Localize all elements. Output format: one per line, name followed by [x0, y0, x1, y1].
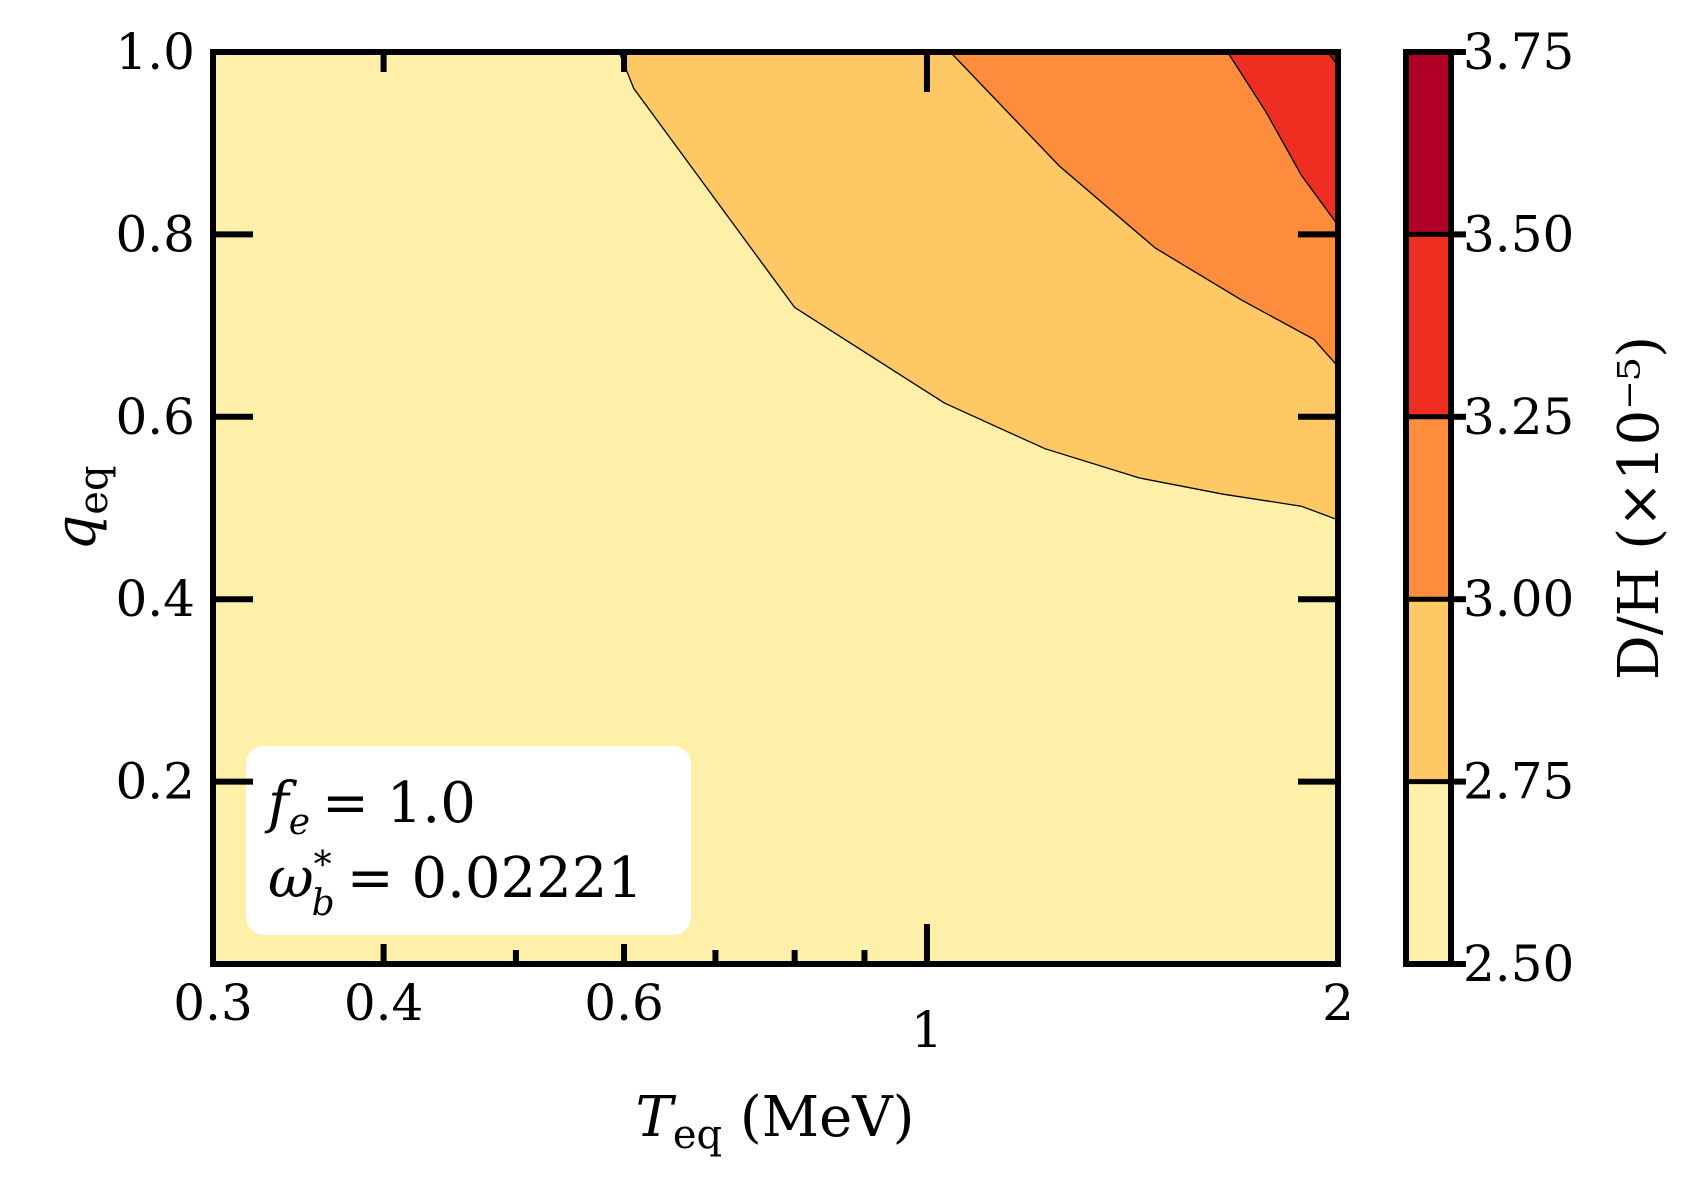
colorbar-tick-label: 2.50	[1463, 935, 1574, 993]
y-axis-ticks: 0.2 0.4 0.6 0.8 1.0	[115, 23, 1338, 811]
colorbar-tick-label: 2.75	[1463, 753, 1574, 811]
contour-line-3.00	[949, 52, 1338, 368]
annotation-fe: fe = 1.0	[264, 771, 476, 843]
x-axis-title: Teq (MeV)	[635, 1085, 914, 1158]
colorbar-tick-label: 3.25	[1463, 388, 1574, 446]
y-tick-label: 0.6	[115, 388, 195, 446]
x-tick-label: 2	[1322, 974, 1354, 1032]
contour-region-3.00	[950, 52, 1338, 367]
colorbar-frame	[1403, 49, 1454, 967]
colorbar-segment-3.50	[1406, 52, 1451, 235]
contour-region-3.25	[1227, 52, 1338, 226]
annotation-omega: ω* b = 0.02221	[268, 845, 643, 924]
annotation-box: fe = 1.0 ω* b = 0.02221	[246, 746, 691, 935]
y-tick-label: 1.0	[115, 23, 195, 81]
colorbar-label: D/H (×10⁻⁵)	[1607, 336, 1672, 680]
colorbar-segment-3.00	[1406, 416, 1451, 600]
x-axis-ticks: 0.3 0.4 0.6 1 2	[173, 52, 1354, 1059]
annotation-background	[246, 746, 691, 935]
colorbar-segment-2.50	[1406, 781, 1451, 964]
contour-line-3.25	[1226, 52, 1338, 226]
x-tick-label: 1	[911, 1001, 943, 1059]
y-tick-label: 0.2	[115, 753, 195, 811]
y-axis-title: qeq	[44, 465, 117, 550]
y-tick-label: 0.4	[115, 570, 195, 628]
y-tick-label: 0.8	[115, 205, 195, 263]
x-tick-label: 0.3	[173, 974, 253, 1032]
colorbar-segment-2.75	[1406, 599, 1451, 782]
x-tick-label: 0.6	[584, 974, 664, 1032]
colorbar: 2.50 2.75 3.00 3.25 3.50 3.75 D/H (×10⁻⁵)	[1403, 23, 1672, 993]
contour-line-2.75	[618, 52, 1338, 521]
colorbar-tick-label: 3.00	[1463, 570, 1574, 628]
colorbar-tick-label: 3.75	[1463, 23, 1574, 81]
colorbar-segment-3.25	[1406, 234, 1451, 417]
plot-frame	[210, 49, 1341, 967]
x-tick-label: 0.4	[344, 974, 424, 1032]
colorbar-tick-label: 3.50	[1463, 205, 1574, 263]
